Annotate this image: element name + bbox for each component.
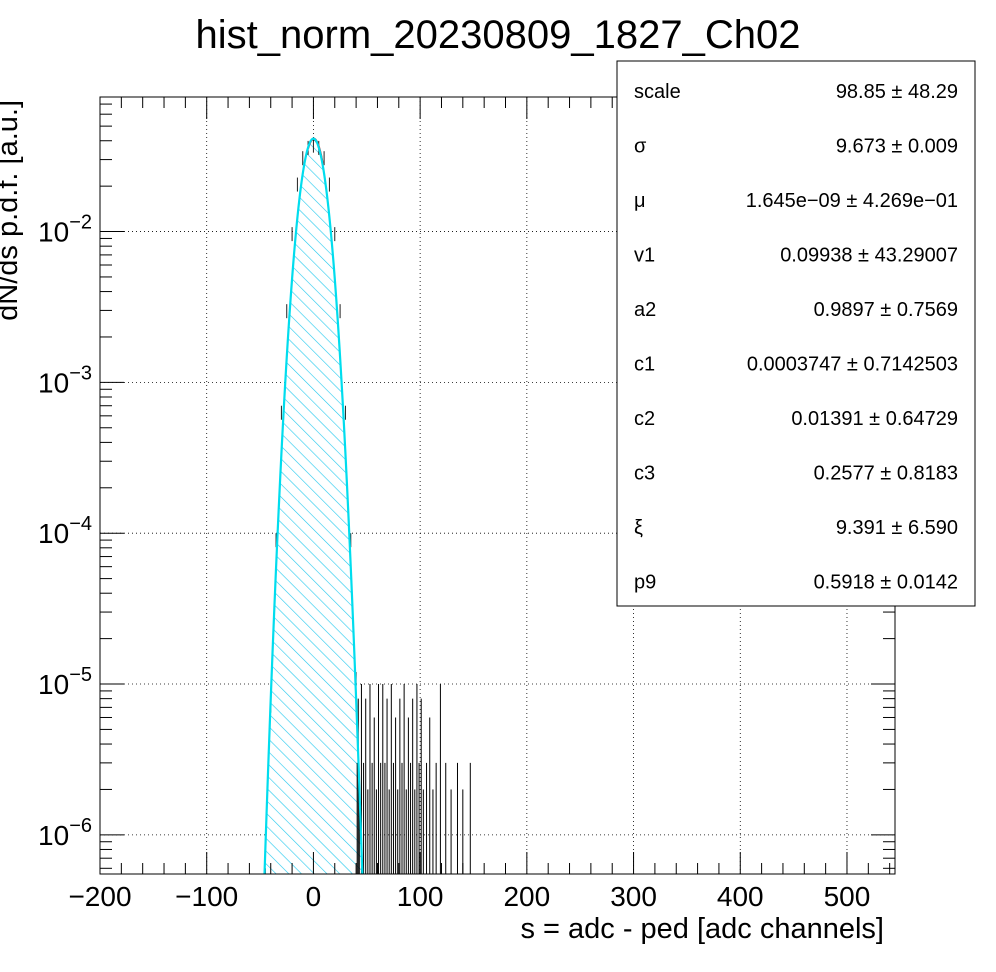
stat-name: p9: [634, 572, 656, 594]
y-tick-label: 10−2: [38, 212, 92, 248]
fit-curve: [263, 137, 364, 874]
x-tick-label: 0: [306, 881, 322, 912]
y-tick-label: 10−3: [38, 362, 92, 398]
plot-marks: [263, 137, 895, 874]
x-tick-label: 400: [717, 881, 764, 912]
stat-name: scale: [634, 81, 681, 103]
stat-name: ξ: [634, 517, 643, 539]
stat-value: 0.5918 ± 0.0142: [814, 572, 958, 594]
stat-value: 9.391 ± 6.590: [836, 517, 958, 539]
stat-name: c3: [634, 463, 655, 485]
stat-value: 0.01391 ± 0.64729: [791, 408, 958, 430]
x-tick-label: −100: [175, 881, 238, 912]
y-axis-label: dN/ds p.d.f. [a.u.]: [0, 100, 24, 321]
x-tick-label: 200: [503, 881, 550, 912]
x-tick-label: 500: [824, 881, 871, 912]
y-tick-label: 10−6: [38, 815, 92, 851]
histogram-hatched-area: [263, 138, 364, 874]
y-tick-label: 10−4: [38, 513, 92, 549]
stat-value: 9.673 ± 0.009: [836, 136, 958, 158]
chart-title: hist_norm_20230809_1827_Ch02: [196, 13, 801, 57]
y-tick-label: 10−5: [38, 664, 92, 700]
x-axis-label: s = adc - ped [adc channels]: [520, 913, 884, 945]
stats-box: scale 98.85 ± 48.29 σ 9.673 ± 0.009 μ 1.645e−…: [616, 60, 976, 607]
x-tick-label: 100: [397, 881, 444, 912]
x-tick-label: −200: [68, 881, 131, 912]
x-tick-label: 300: [610, 881, 657, 912]
stat-value: 0.0003747 ± 0.7142503: [747, 354, 958, 376]
x-axis: −200 −100 0 100 200 300 400 500: [68, 97, 891, 912]
stat-name: σ: [634, 136, 647, 158]
stat-value: 0.9897 ± 0.7569: [814, 299, 958, 321]
stat-value: 1.645e−09 ± 4.269e−01: [746, 190, 958, 212]
stat-value: 0.09938 ± 43.29007: [780, 245, 958, 267]
stat-value: 98.85 ± 48.29: [836, 81, 958, 103]
stat-value: 0.2577 ± 0.8183: [814, 463, 958, 485]
stat-name: c1: [634, 354, 655, 376]
stats-box-frame: [616, 60, 976, 607]
stat-name: μ: [634, 190, 646, 212]
stat-name: v1: [634, 245, 655, 267]
stat-name: c2: [634, 408, 655, 430]
stat-name: a2: [634, 299, 656, 321]
